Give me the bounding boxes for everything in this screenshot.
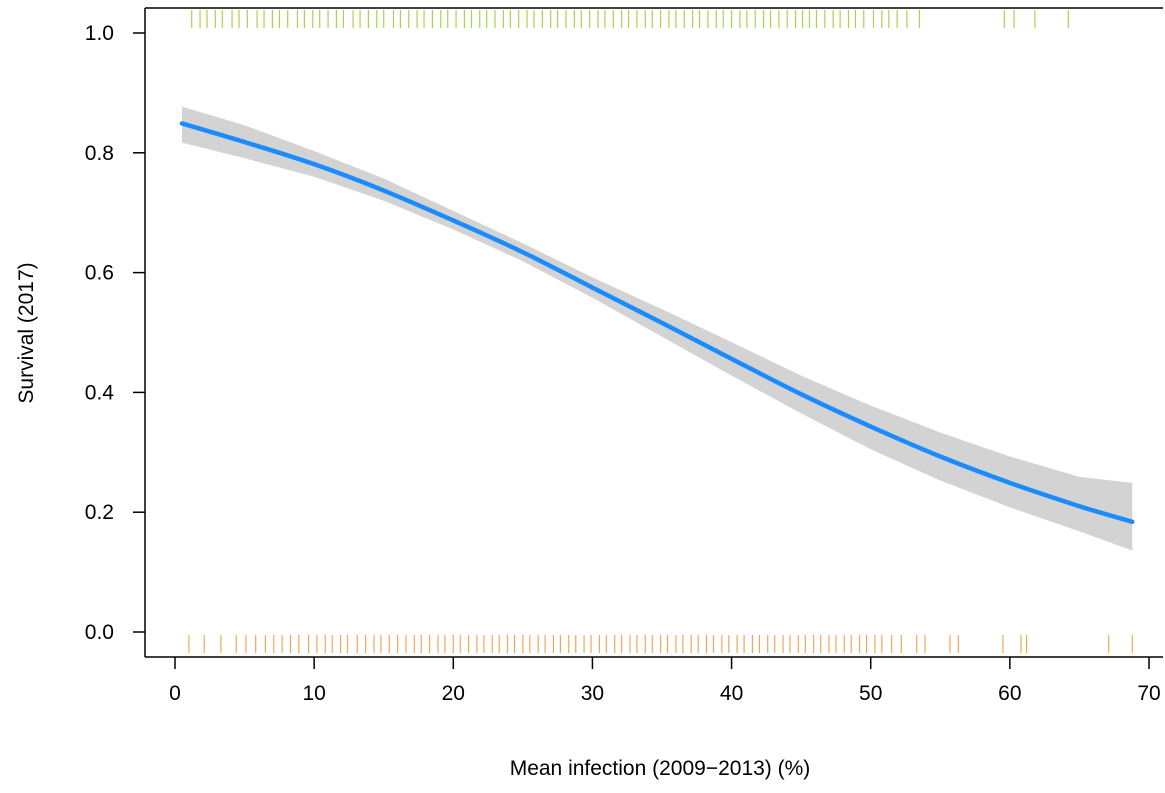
y-tick-label: 0.4 [85, 381, 115, 404]
x-tick-label: 10 [302, 682, 325, 705]
x-tick-label: 0 [169, 682, 181, 705]
x-axis-ticks: 0 10 20 30 40 50 60 70 [169, 657, 1161, 705]
x-axis-title: Mean infection (2009−2013) (%) [510, 757, 811, 780]
confidence-ribbon [181, 106, 1133, 551]
y-axis-ticks: 0.0 0.2 0.4 0.6 0.8 1.0 [85, 22, 145, 644]
y-tick-label: 0.8 [85, 142, 114, 165]
y-tick-label: 0.6 [85, 262, 114, 285]
x-tick-label: 20 [442, 682, 465, 705]
plot-frame [145, 8, 1163, 657]
x-tick-label: 70 [1137, 682, 1160, 705]
rug-died [188, 635, 1133, 653]
y-tick-label: 0.0 [85, 621, 114, 644]
x-tick-label: 60 [998, 682, 1021, 705]
y-tick-label: 1.0 [85, 22, 114, 45]
x-tick-label: 50 [859, 682, 882, 705]
y-axis-title: Survival (2017) [15, 262, 38, 403]
x-tick-label: 40 [720, 682, 743, 705]
y-tick-label: 0.2 [85, 501, 114, 524]
x-tick-label: 30 [581, 682, 604, 705]
fitted-curve-line [179, 121, 1135, 525]
rug-survived [191, 10, 1069, 28]
